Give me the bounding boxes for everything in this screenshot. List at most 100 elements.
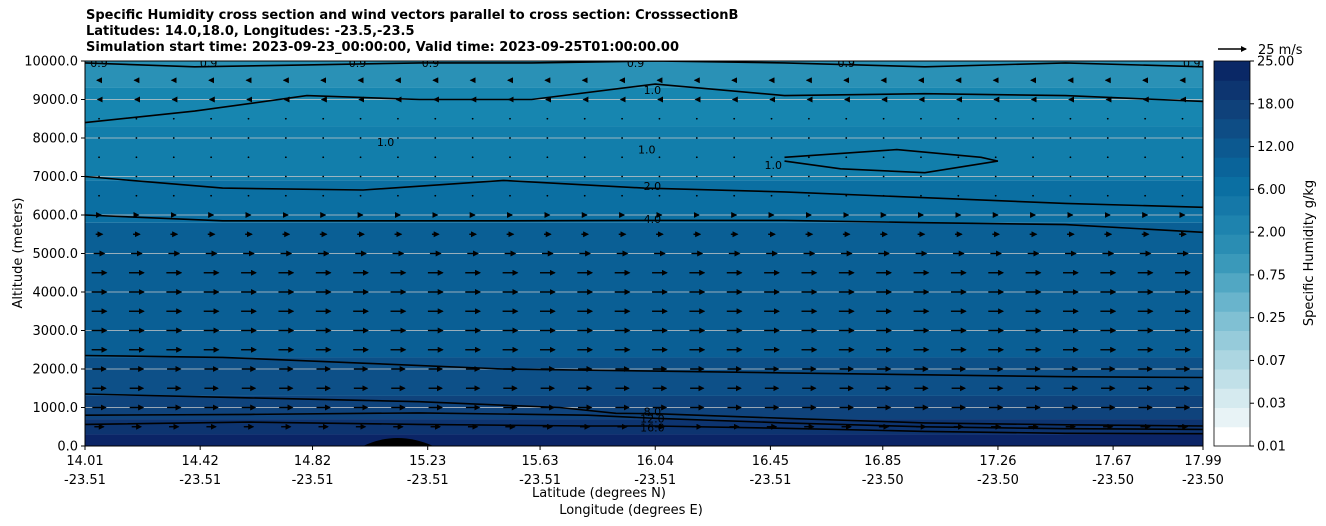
wind-vector <box>434 175 437 178</box>
colorbar-ticks: 0.01 0.03 0.07 0.25 0.75 2.00 6.00 12.00 18.00 25… <box>1250 55 1294 455</box>
wind-vector <box>434 117 437 120</box>
wind-vector <box>882 117 885 120</box>
wind-vector <box>733 137 736 139</box>
colorbar-tick-label-4: 0.75 <box>1257 268 1286 283</box>
wind-vector <box>695 156 698 159</box>
colorbar-segment-5 <box>1214 330 1250 351</box>
wind-vector <box>172 194 175 197</box>
colorbar <box>1213 60 1251 447</box>
x-tick-lon-5: -23.51 <box>634 473 676 488</box>
x-tick-lat-3: 15.23 <box>409 454 446 469</box>
chart-title: Specific Humidity cross section and wind… <box>86 8 738 56</box>
colorbar-tick-label-0: 0.01 <box>1257 440 1286 455</box>
colorbar-label: Specific Humidity g/kg <box>1302 180 1317 326</box>
colorbar-segment-0 <box>1214 426 1250 447</box>
x-tick-lat-4: 15.63 <box>521 454 558 469</box>
wind-vector <box>322 194 325 197</box>
x-axis-label-latitude: Latitude (degrees N) <box>532 486 666 501</box>
wind-vector <box>621 117 623 120</box>
wind-vector <box>509 117 511 120</box>
wind-vector <box>1069 156 1072 159</box>
wind-vector <box>621 175 623 178</box>
wind-key-label: 25 m/s <box>1258 43 1303 58</box>
x-axis: 14.01 -23.51 14.42 -23.51 14.82 -23.51 15.23 -2… <box>64 446 1224 488</box>
wind-vector <box>359 117 362 120</box>
wind-vector <box>172 117 175 120</box>
y-tick-label-8: 8000.0 <box>33 132 79 147</box>
colorbar-segment-9 <box>1214 253 1250 274</box>
wind-vector <box>1032 117 1034 120</box>
wind-vector <box>920 137 922 139</box>
humidity-band-4 <box>85 222 1203 358</box>
wind-vector <box>957 137 960 139</box>
y-tick-label-6: 6000.0 <box>33 209 79 224</box>
gridline-layer <box>85 61 1203 446</box>
contour-label-3: 4.0 <box>644 213 662 226</box>
wind-vector <box>957 117 960 120</box>
colorbar-frame <box>1213 60 1251 447</box>
y-tick-label-1: 1000.0 <box>33 401 79 416</box>
wind-vector <box>845 156 848 159</box>
wind-vector <box>957 175 960 178</box>
wind-vector <box>807 117 810 120</box>
contour-label-5: 1.0 <box>644 84 662 97</box>
wind-vector <box>1069 137 1072 139</box>
wind-vector <box>845 137 848 139</box>
colorbar-segment-12 <box>1214 195 1250 216</box>
wind-vector <box>1106 194 1109 197</box>
x-tick-lon-1: -23.51 <box>179 473 221 488</box>
colorbar-segment-13 <box>1214 176 1250 197</box>
wind-vector <box>210 156 213 159</box>
wind-vector <box>658 137 661 139</box>
colorbar-segment-11 <box>1214 215 1250 235</box>
contour-label-9: 0.9 <box>90 57 108 70</box>
wind-vector-layer <box>91 77 1191 430</box>
colorbar-segment-17 <box>1214 99 1250 120</box>
wind-vector <box>1106 137 1109 139</box>
contour-line-16-0-0 <box>85 421 1203 435</box>
wind-vector <box>845 175 848 178</box>
contour-label-12: 0.9 <box>422 57 440 70</box>
contour-line-4-0-4 <box>85 214 1203 234</box>
wind-vector <box>920 194 922 197</box>
wind-vector <box>1144 194 1147 197</box>
wind-vector <box>994 175 997 178</box>
contour-label-8: 1.0 <box>764 159 782 172</box>
wind-vector <box>471 137 474 139</box>
wind-vector <box>882 156 885 159</box>
wind-vector <box>434 194 437 197</box>
x-tick-lat-10: 17.99 <box>1184 454 1221 469</box>
wind-vector <box>98 137 100 139</box>
wind-vector <box>583 194 586 197</box>
wind-vector <box>247 117 250 120</box>
contour-line-8-0-2 <box>85 393 1203 427</box>
wind-vector <box>807 156 810 159</box>
colorbar-tick-label-5: 2.00 <box>1257 226 1286 241</box>
y-axis-label: Altitude (meters) <box>11 198 26 309</box>
contour-label-0: 16.0 <box>640 422 665 435</box>
colorbar-segment-14 <box>1214 157 1250 177</box>
colorbar-segment-3 <box>1214 369 1250 389</box>
contour-label-layer: 16.012.08.0 4.0 2.0 1.0 1.0 1.0 1.0 0.9 0.9 0.9 0.… <box>90 57 1200 435</box>
wind-vector <box>845 117 848 120</box>
y-tick-label-9: 9000.0 <box>33 93 79 108</box>
wind-vector <box>434 137 437 139</box>
x-tick-lon-7: -23.50 <box>862 473 904 488</box>
title-line-3: Simulation start time: 2023-09-23_00:00:… <box>86 40 679 55</box>
x-tick-lat-6: 16.45 <box>752 454 789 469</box>
wind-vector <box>920 175 922 178</box>
wind-vector <box>957 156 960 159</box>
contour-label-10: 0.9 <box>200 57 218 70</box>
wind-vector <box>359 156 362 159</box>
contour-label-1: 12.0 <box>640 412 665 425</box>
wind-vector <box>733 156 736 159</box>
wind-vector <box>733 175 736 178</box>
wind-vector <box>1144 137 1147 139</box>
colorbar-segment-18 <box>1214 80 1250 100</box>
colorbar-segment-6 <box>1214 311 1250 331</box>
wind-vector <box>770 156 773 159</box>
wind-vector <box>770 194 773 197</box>
wind-vector <box>397 175 399 178</box>
contour-label-13: 0.9 <box>627 57 645 70</box>
